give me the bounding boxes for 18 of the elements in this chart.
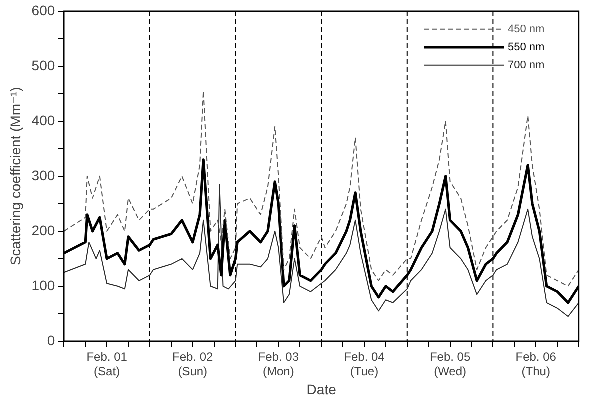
y-tick-label: 600: [32, 2, 56, 18]
text: 550 nm: [508, 41, 545, 54]
x-tick-label: Feb. 06 (Thu): [516, 350, 557, 378]
y-tick-label: 400: [32, 112, 56, 128]
text: 700 nm: [508, 59, 545, 72]
y-axis-title: Scattering coefficient (Mm⁻¹): [7, 87, 24, 266]
x-tick-label: Feb. 03 (Mon): [258, 350, 300, 378]
y-tick-label: 300: [32, 167, 56, 184]
text: 450 nm: [508, 23, 545, 36]
x-tick-label: Feb. 05 (Wed): [430, 350, 471, 378]
x-tick-label: Feb. 01 (Sat): [86, 350, 128, 378]
x-tick-label: Feb. 04 (Tue): [344, 350, 386, 378]
y-tick-label: 0: [47, 332, 56, 348]
y-tick-label: 100: [32, 277, 56, 294]
y-tick-label: 500: [32, 57, 56, 74]
y-tick-label: 200: [32, 222, 56, 238]
x-axis-title: Date: [306, 381, 337, 398]
x-tick-label: Feb. 02 (Sun): [172, 350, 214, 378]
